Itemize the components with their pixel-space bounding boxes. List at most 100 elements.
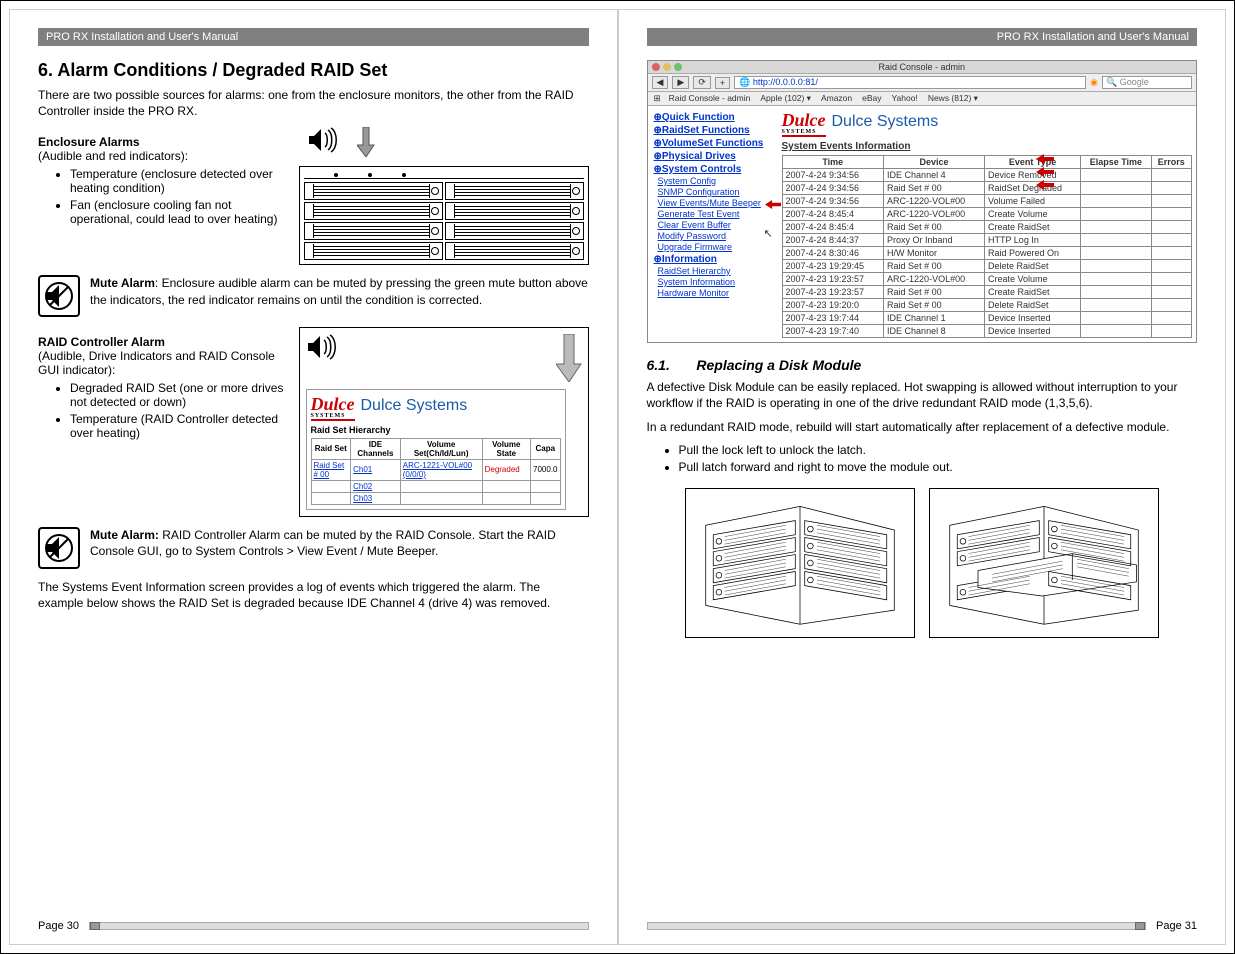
table-cell	[482, 492, 530, 504]
nav-link[interactable]: System Config	[658, 176, 772, 186]
table-cell: 2007-4-23 19:7:44	[782, 311, 884, 324]
bookmark-item[interactable]: Apple (102) ▾	[760, 93, 811, 103]
back-button[interactable]: ◀	[652, 76, 669, 89]
brand-logo: DulceSYSTEMS	[782, 110, 826, 137]
search-field[interactable]: 🔍 Google	[1102, 76, 1192, 89]
table-cell	[1151, 233, 1191, 246]
bookmark-item[interactable]: News (812) ▾	[928, 93, 978, 103]
table-cell	[1151, 285, 1191, 298]
table-cell	[1081, 194, 1151, 207]
bookmark-item[interactable]: Yahoo!	[892, 93, 918, 103]
table-cell	[531, 492, 560, 504]
enclosure-subtext: (Audible and red indicators):	[38, 149, 287, 163]
table-cell: IDE Channel 8	[884, 324, 985, 337]
forward-button[interactable]: ▶	[672, 76, 689, 89]
nav-group[interactable]: ⊕Information	[654, 254, 772, 265]
nav-group[interactable]: ⊕Physical Drives	[654, 151, 772, 162]
nav-link[interactable]: Clear Event Buffer	[658, 220, 772, 230]
bookmark-item[interactable]: Amazon	[821, 93, 852, 103]
table-cell: 2007-4-23 19:23:57	[782, 285, 884, 298]
table-cell: 2007-4-24 8:45:4	[782, 220, 884, 233]
steps-list: Pull the lock left to unlock the latch. …	[679, 443, 1198, 474]
table-cell	[311, 480, 351, 492]
table-cell: Raid Set # 00	[884, 259, 985, 272]
nav-link[interactable]: Generate Test Event	[658, 209, 772, 219]
nav-link[interactable]: Upgrade Firmware	[658, 242, 772, 252]
drive-pull-figure-2	[929, 488, 1159, 638]
mini-panel: DulceSYSTEMS Dulce Systems Raid Set Hier…	[306, 389, 566, 510]
table-cell	[400, 492, 482, 504]
enclosure-row: Enclosure Alarms (Audible and red indica…	[38, 127, 589, 265]
table-cell: RaidSet Degraded	[984, 181, 1080, 194]
mute-note-1: Mute Alarm: Enclosure audible alarm can …	[38, 275, 589, 317]
table-cell: 2007-4-24 8:30:46	[782, 246, 884, 259]
table-row: 2007-4-23 19:23:57Raid Set # 00Create Ra…	[782, 285, 1192, 298]
enclosure-list: Temperature (enclosure detected over hea…	[70, 167, 287, 226]
table-row: 2007-4-24 9:34:56Raid Set # 00RaidSet De…	[782, 181, 1192, 194]
bookmarks-bar: ⊞ Raid Console - admin Apple (102) ▾ Amazo…	[648, 92, 1197, 106]
table-cell	[1081, 311, 1151, 324]
table-row: Ch03	[311, 492, 560, 504]
table-cell	[311, 492, 351, 504]
table-row: 2007-4-23 19:23:57ARC-1220-VOL#00Create …	[782, 272, 1192, 285]
table-cell: ARC-1220-VOL#00	[884, 207, 985, 220]
nav-group[interactable]: ⊕VolumeSet Functions	[654, 138, 772, 149]
paragraph: A defective Disk Module can be easily re…	[647, 379, 1198, 411]
arrow-down-icon	[357, 127, 375, 160]
nav-link[interactable]: Hardware Monitor	[658, 288, 772, 298]
table-cell: Device Inserted	[984, 311, 1080, 324]
nav-link[interactable]: View Events/Mute Beeper	[658, 198, 772, 208]
list-item: Temperature (enclosure detected over hea…	[70, 167, 287, 195]
table-cell: ARC-1220-VOL#00	[884, 194, 985, 207]
table-cell	[482, 480, 530, 492]
table-header: IDE Channels	[351, 438, 401, 459]
table-cell: HTTP Log In	[984, 233, 1080, 246]
table-cell	[400, 480, 482, 492]
table-cell: 2007-4-24 8:45:4	[782, 207, 884, 220]
nav-link[interactable]: System Information	[658, 277, 772, 287]
subsection-heading: 6.1. Replacing a Disk Module	[647, 357, 1198, 373]
table-cell: Delete RaidSet	[984, 259, 1080, 272]
bookmarks-toggle-icon[interactable]: ⊞	[654, 93, 661, 104]
raid-heading: RAID Controller Alarm	[38, 335, 287, 349]
table-cell: 2007-4-23 19:20:0	[782, 298, 884, 311]
rss-icon: ◉	[1090, 77, 1098, 88]
nav-link[interactable]: RaidSet Hierarchy	[658, 266, 772, 276]
table-cell: Ch03	[351, 492, 401, 504]
table-cell: Ch01	[351, 459, 401, 480]
bookmark-item[interactable]: Raid Console - admin	[669, 93, 751, 103]
raid-console-mini-figure: DulceSYSTEMS Dulce Systems Raid Set Hier…	[299, 327, 589, 517]
mini-table: Raid SetIDE ChannelsVolume Set(Ch/Id/Lun…	[311, 438, 561, 505]
mute-icon	[38, 527, 80, 569]
table-cell: Proxy Or Inband	[884, 233, 985, 246]
nav-link[interactable]: Modify Password	[658, 231, 772, 241]
nav-link[interactable]: SNMP Configuration	[658, 187, 772, 197]
table-header: Elapse Time	[1081, 155, 1151, 168]
add-button[interactable]: +	[715, 77, 730, 89]
table-cell: Raid Powered On	[984, 246, 1080, 259]
console-body: ⊕Quick Function ⊕RaidSet Functions ⊕Volume…	[648, 106, 1197, 342]
table-cell	[1151, 194, 1191, 207]
bookmark-item[interactable]: eBay	[862, 93, 881, 103]
table-cell	[1081, 207, 1151, 220]
reload-button[interactable]: ⟳	[693, 76, 711, 89]
table-cell	[1081, 168, 1151, 181]
table-cell	[1151, 207, 1191, 220]
table-row: 2007-4-23 19:20:0Raid Set # 00Delete Rai…	[782, 298, 1192, 311]
nav-group[interactable]: ⊕Quick Function	[654, 112, 772, 123]
footer-handle	[90, 922, 100, 930]
table-header: Time	[782, 155, 884, 168]
url-field[interactable]: 🌐 http://0.0.0.0:81/	[734, 76, 1086, 89]
table-cell	[1081, 298, 1151, 311]
table-cell: ARC-1221-VOL#00 (0/0/0)	[400, 459, 482, 480]
list-item: Degraded RAID Set (one or more drives no…	[70, 381, 287, 409]
footer-left: Page 30	[38, 914, 589, 932]
table-cell	[1151, 324, 1191, 337]
nav-group[interactable]: ⊕System Controls	[654, 164, 772, 175]
table-cell: 2007-4-23 19:23:57	[782, 272, 884, 285]
speaker-icon	[307, 127, 337, 160]
table-cell: 2007-4-23 19:29:45	[782, 259, 884, 272]
nav-group[interactable]: ⊕RaidSet Functions	[654, 125, 772, 136]
table-header-row: TimeDeviceEvent TypeElapse TimeErrors	[782, 155, 1192, 168]
brand-logo: DulceSYSTEMS	[311, 394, 355, 421]
